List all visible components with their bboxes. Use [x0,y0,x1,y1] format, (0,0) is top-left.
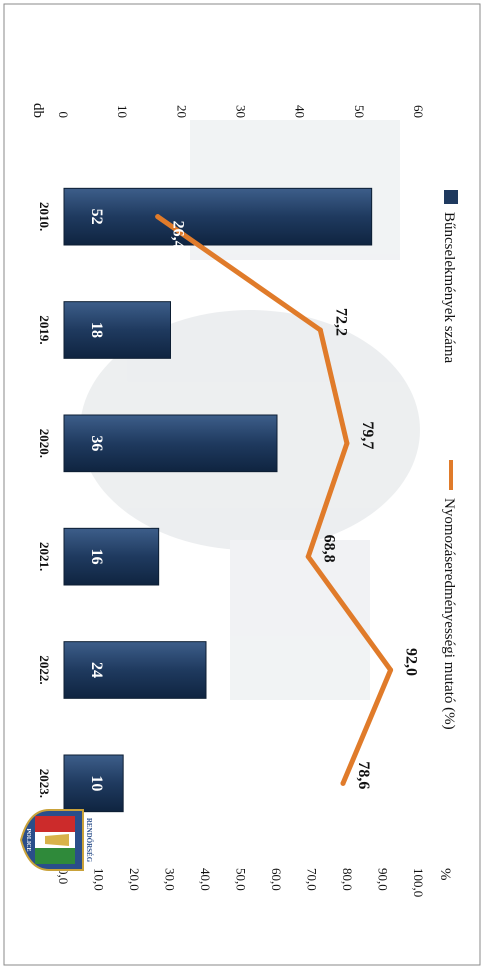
x-axis-category-label: 2021. [37,542,52,571]
right-axis-tick-label: 30,0 [163,868,178,891]
left-axis-tick-label: 40 [293,105,308,118]
line-value-label: 68,8 [320,535,337,563]
line-point [340,780,346,786]
left-axis-tick-label: 20 [174,105,189,118]
right-axis-tick-label: 90,0 [376,868,391,891]
line-value-label: 92,0 [403,648,420,676]
legend-line-label: Nyomozáseredményességi mutató (%) [441,498,457,730]
x-axis-category-label: 2022. [37,655,52,684]
x-axis-category-label: 2023. [37,769,52,798]
x-axis-category-label: 2020. [37,429,52,458]
line-point [305,554,311,560]
left-axis-tick-label: 60 [411,105,426,118]
right-axis-tick-label: 40,0 [198,868,213,891]
x-axis-category-label: 2019. [37,315,52,344]
line-value-label: 72,2 [332,308,349,336]
legend-bar-label: Bűncselekmények száma [441,212,457,364]
plot-area: 0 10 20 30 40 50 60 db 0,0 10,0 20,0 30,0 40,0 50,0 60… [30,103,458,897]
bar-value-label: 52 [88,209,105,225]
bar [63,754,124,813]
police-logo: RENDŐRSÉG POLICE [19,809,93,871]
left-axis-tick-label: 0 [56,112,71,119]
line-value-label: 79,7 [359,421,376,449]
bar [63,641,207,699]
right-axis-tick-label: 50,0 [234,868,249,891]
line-point [317,327,323,333]
right-axis-tick-label: 20,0 [127,868,142,891]
line-value-label: 26,4 [170,221,187,249]
bar [63,414,278,473]
logo-bottom-text: POLICE [25,828,31,851]
right-axis-tick-label: 70,0 [305,868,320,891]
right-axis-tick-label: 60,0 [269,868,284,891]
right-axis-tick-label: 100,0 [411,868,426,897]
right-axis-tick-label: 80,0 [340,868,355,891]
line-point [344,440,350,446]
line-series [155,214,394,786]
legend-bar-swatch [444,190,458,204]
left-axis-tick-label: 50 [352,105,367,118]
x-axis-category-label: 2010. [37,202,52,231]
right-axis-tick-label: 0,0 [56,868,71,884]
right-axis-unit: % [437,868,453,881]
bar [63,527,160,586]
line-point [155,214,161,220]
left-axis-tick-label: 30 [234,105,249,118]
line-value-label: 78,6 [355,761,372,789]
bar-value-label: 10 [88,775,105,791]
left-axis-tick-label: 10 [115,105,130,118]
left-axis-unit: db [30,103,46,118]
bar-value-label: 36 [88,435,105,451]
right-axis-tick-label: 10,0 [92,868,107,891]
line-point [388,667,394,673]
bar-value-label: 16 [88,549,105,565]
logo-top-text: RENDŐRSÉG [85,818,93,863]
bar-value-label: 24 [88,662,105,678]
bar [63,301,171,359]
bar [63,187,373,246]
bar-value-label: 18 [88,322,105,338]
